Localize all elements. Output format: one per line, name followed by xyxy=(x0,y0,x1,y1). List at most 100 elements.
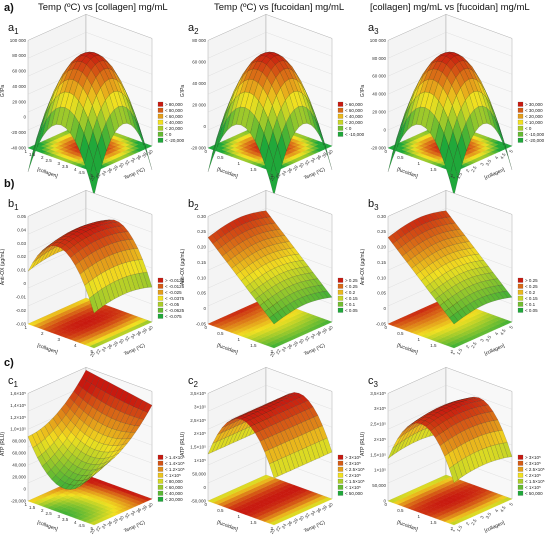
x-tick-label: 2 xyxy=(41,155,44,160)
y-tick-label: 38 xyxy=(141,327,148,334)
x-tick-label: 1.5 xyxy=(430,343,437,348)
panel-label-b1: b1 xyxy=(8,198,19,212)
legend-entry: < 0.25 xyxy=(525,284,538,289)
x-tick-label: 5 xyxy=(90,173,93,178)
y-tick-label: 38 xyxy=(321,151,328,158)
y-tick-label: 22 xyxy=(95,525,102,532)
z-tick-label: 0 xyxy=(23,115,26,120)
y-tick-label: 2.5 xyxy=(470,518,478,526)
legend-swatch xyxy=(517,125,524,131)
legend-entry: < 40,000 xyxy=(345,114,363,119)
panel-label-c2: c2 xyxy=(188,375,198,389)
y-tick-label: 2.5 xyxy=(470,341,478,349)
legend-swatch xyxy=(157,119,164,125)
z-tick-label: 1×10⁵ xyxy=(374,468,386,473)
z-tick-label: 0 xyxy=(383,128,386,133)
legend-swatch xyxy=(337,119,344,125)
z-tick-label: 100 000 xyxy=(10,38,27,43)
x-axis-label: [fucoidan] xyxy=(216,167,239,180)
y-tick-label: 40 xyxy=(327,149,334,156)
z-axis-label: ATP (RLU) xyxy=(0,432,6,456)
y-tick-label: 20 xyxy=(269,351,276,358)
y-tick-label: 30 xyxy=(298,162,305,169)
panel-letter: b xyxy=(188,198,195,210)
panel-letter: a xyxy=(8,22,15,34)
y-tick-label: 26 xyxy=(106,520,113,527)
legend-swatch xyxy=(157,295,164,301)
legend-swatch xyxy=(517,466,524,472)
legend-entry: > 0.25 xyxy=(345,278,358,283)
x-tick-label: 1.5 xyxy=(250,343,257,348)
y-tick-label: 22 xyxy=(275,172,282,179)
legend-entry: < 40,000 xyxy=(165,491,183,496)
y-tick-label: 34 xyxy=(310,156,317,163)
legend-swatch xyxy=(157,113,164,119)
y-axis-label: Temp (ºC) xyxy=(303,343,326,358)
x-tick-label: 2 xyxy=(450,173,453,178)
x-tick-label: 3 xyxy=(57,514,60,519)
y-tick-label: 28 xyxy=(292,164,299,171)
legend-entry: > 3×10⁵ xyxy=(345,455,361,460)
legend-entry: < 60,000 xyxy=(345,108,363,113)
z-tick-label: 2,5×10⁵ xyxy=(370,422,386,427)
legend-entry: < 0.05 xyxy=(345,308,358,313)
panel-label-a1: a1 xyxy=(8,22,19,36)
chart-panel-c1: c1 1,6×10⁵ 1,4×10⁵ 1,2×10⁵ 1,0×10⁵ 80,000 60,0… xyxy=(0,367,185,543)
legend-swatch xyxy=(517,472,524,478)
surface-plot-a1: 100 000 80 000 60 000 40 000 20 000 0 -20 000 -… xyxy=(0,14,185,196)
floor-cell xyxy=(261,474,272,479)
x-tick-label: 0 xyxy=(384,325,387,330)
legend-swatch xyxy=(157,460,164,466)
y-tick-label: 1.5 xyxy=(456,524,464,532)
x-tick-label: 1 xyxy=(24,325,27,330)
y-tick-label: 20 xyxy=(269,528,276,535)
y-tick-label: 26 xyxy=(286,520,293,527)
x-tick-label: 2.5 xyxy=(45,511,52,516)
x-tick-label: 2 xyxy=(270,526,273,531)
surface-mesh xyxy=(27,219,153,314)
panel-letter: b xyxy=(368,198,375,210)
legend-swatch xyxy=(337,466,344,472)
x-tick-label: 3.5 xyxy=(62,517,69,522)
legend: > 0.25< 0.25< 0.2< 0.15< 0.1< 0.05 xyxy=(337,277,358,313)
panel-index: 1 xyxy=(13,380,18,390)
legend-entry: < 40,000 xyxy=(165,120,183,125)
y-tick-label: 1.5 xyxy=(456,171,464,179)
legend-entry: < 0.2 xyxy=(345,290,356,295)
legend-swatch xyxy=(337,289,344,295)
z-tick-label: 0 xyxy=(203,485,206,490)
z-tick-label: -0.01 xyxy=(16,295,27,300)
legend-swatch xyxy=(157,277,164,283)
legend-swatch xyxy=(517,107,524,113)
legend-swatch xyxy=(517,454,524,460)
section-a-label: a) xyxy=(4,2,14,14)
legend-swatch xyxy=(337,472,344,478)
z-tick-label: 3,5×10⁵ xyxy=(370,391,386,396)
z-axis-label: Anti-OX (μg/mL) xyxy=(180,249,186,286)
z-tick-label: 40 000 xyxy=(192,81,206,86)
x-tick-label: 0 xyxy=(384,149,387,154)
legend-swatch xyxy=(337,101,344,107)
surface-mesh xyxy=(207,392,333,479)
x-axis-label: [collagen] xyxy=(36,167,59,180)
legend-entry: < 1.5×10⁵ xyxy=(525,479,545,484)
x-tick-label: 0 xyxy=(204,149,207,154)
legend-swatch xyxy=(517,137,524,143)
floor-contour xyxy=(27,297,153,349)
y-tick-label: 24 xyxy=(281,169,288,176)
legend-swatch xyxy=(157,478,164,484)
legend-swatch xyxy=(517,490,524,496)
surface-mesh xyxy=(207,51,333,196)
x-tick-label: 3.5 xyxy=(62,164,69,169)
z-tick-label: 1,5×10⁵ xyxy=(190,445,206,450)
z-tick-label: -20 000 xyxy=(191,146,207,151)
surface-mesh xyxy=(387,210,513,325)
y-tick-label: 1 xyxy=(450,175,456,180)
legend-entry: < -10,000 xyxy=(525,132,545,137)
surface-cell xyxy=(449,465,459,483)
legend-swatch xyxy=(517,101,524,107)
z-tick-label: 40,000 xyxy=(12,463,26,468)
gridline xyxy=(27,32,153,59)
